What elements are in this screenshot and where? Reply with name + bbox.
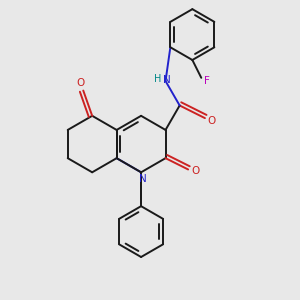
Text: H: H (154, 74, 161, 84)
Text: N: N (139, 174, 146, 184)
Text: N: N (163, 74, 171, 85)
Text: F: F (204, 76, 210, 86)
Text: O: O (77, 78, 85, 88)
Text: O: O (207, 116, 216, 126)
Text: O: O (191, 166, 200, 176)
